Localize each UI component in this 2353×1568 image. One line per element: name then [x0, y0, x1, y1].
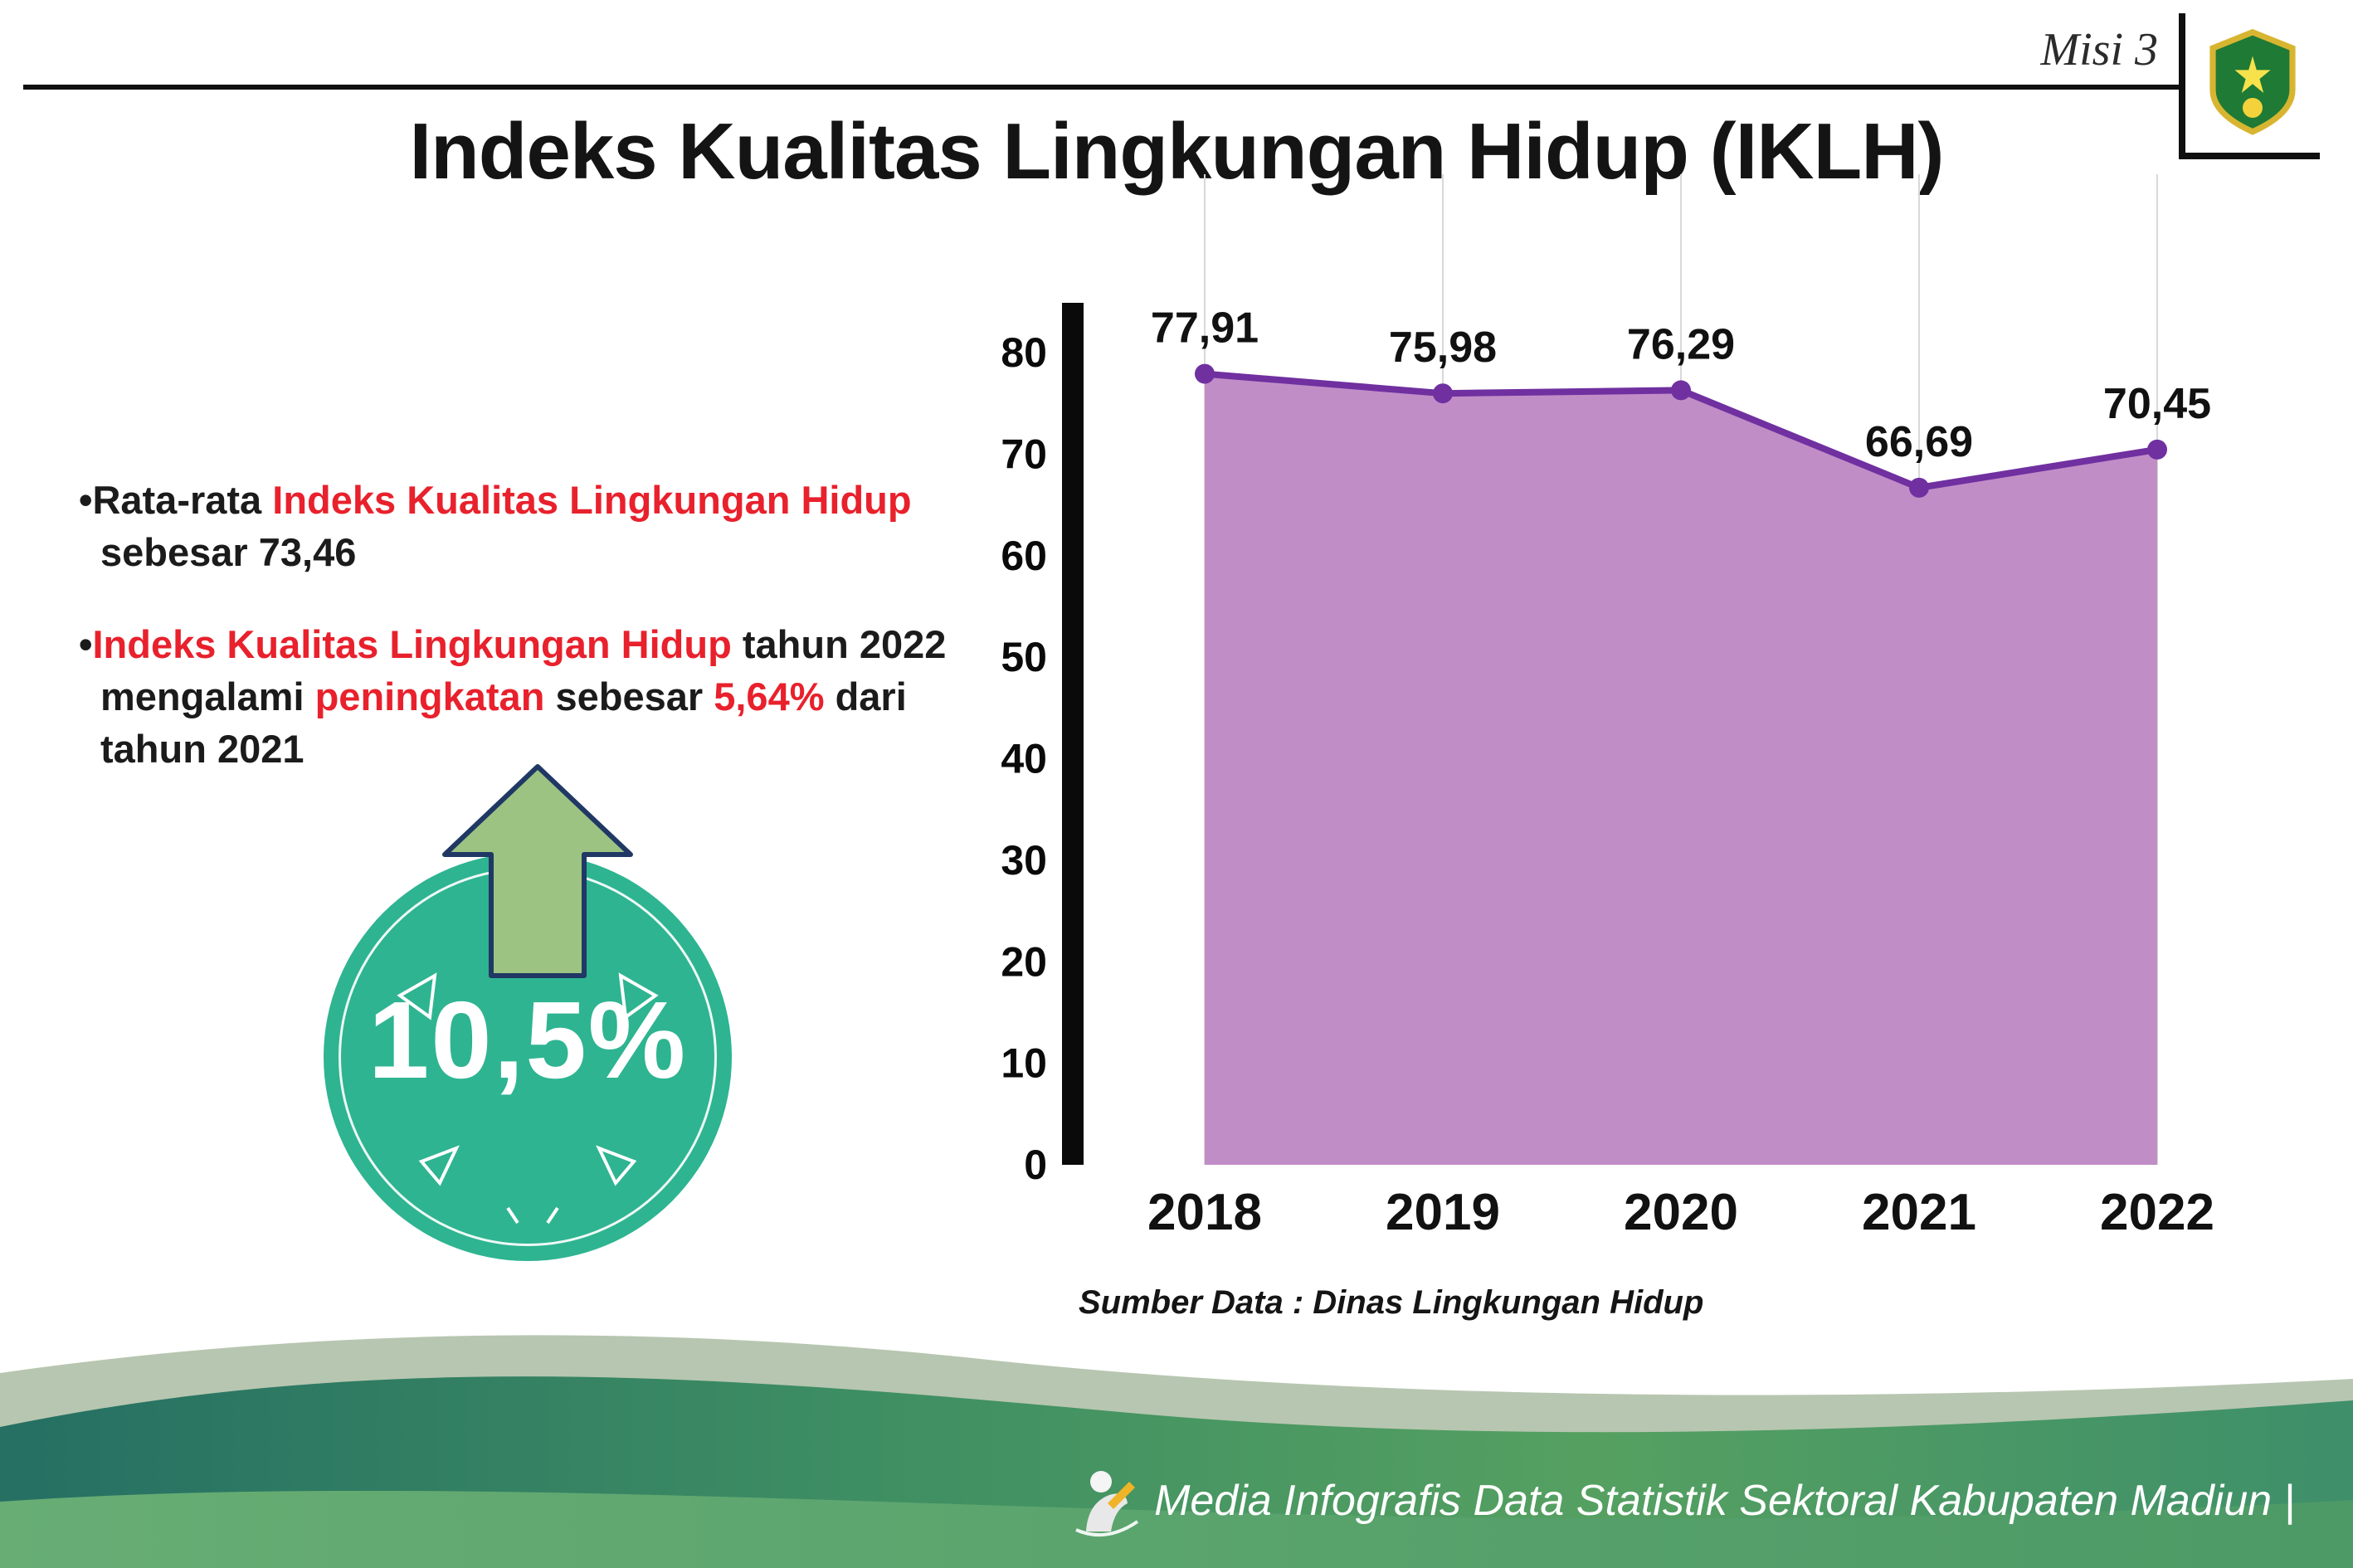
data-label: 77,91 [1151, 304, 1259, 353]
bullet2-part5: sebesar [544, 674, 714, 718]
misi-label: Misi 3 [2040, 24, 2158, 75]
bullet2-part1: • [79, 621, 93, 666]
y-tick-label: 60 [1001, 533, 1047, 579]
y-tick-label: 20 [1001, 938, 1047, 985]
y-tick-label: 80 [1001, 329, 1047, 376]
y-tick-label: 10 [1001, 1040, 1047, 1087]
iklh-area-chart: 0 10 20 30 40 50 60 70 80 77,91 75,98 76,29 66,69 70,… [1001, 174, 2214, 1241]
x-label: 2018 [1147, 1184, 1262, 1241]
x-label: 2019 [1386, 1184, 1500, 1241]
up-arrow-icon [442, 764, 633, 978]
bullet2-part7: dari tahun 2021 [100, 674, 907, 771]
data-point [1195, 363, 1215, 384]
bullet2-part6-highlight: 5,64% [714, 674, 825, 718]
bullet2-part2-highlight: Indeks Kualitas Lingkungan Hidup [92, 621, 732, 666]
data-point [1433, 383, 1453, 404]
data-point [1909, 477, 1929, 498]
y-axis-bar [1062, 303, 1084, 1165]
kabupaten-madiun-crest-icon [2209, 28, 2296, 135]
y-tick-label: 50 [1001, 634, 1047, 680]
y-tick-label: 0 [1024, 1142, 1047, 1188]
data-label: 70,45 [2103, 380, 2211, 428]
increase-badge: 10,5% [324, 762, 755, 1301]
writer-person-icon [1075, 1471, 1139, 1537]
data-label: 66,69 [1865, 418, 1973, 466]
data-point [1671, 380, 1691, 401]
page-title: Indeks Kualitas Lingkungan Hidup (IKLH) [409, 107, 1944, 196]
bullet1-part1: •Rata-rata [79, 478, 273, 522]
bullet2-part3: tahun 2022 mengalami [100, 621, 947, 718]
key-points: •Rata-rata Indeks Kualitas Lingkungan Hi… [79, 475, 991, 776]
y-tick-label: 70 [1001, 431, 1047, 477]
bullet1-part2-highlight: Indeks Kualitas Lingkungan Hidup [272, 478, 912, 522]
percentage-value: 10,5% [368, 979, 688, 1101]
x-label: 2020 [1624, 1184, 1738, 1241]
data-label: 76,29 [1627, 320, 1735, 368]
x-label: 2022 [2100, 1184, 2214, 1241]
circle-tick-marks [397, 972, 659, 1225]
bullet-average-iklh: •Rata-rata Indeks Kualitas Lingkungan Hi… [79, 475, 991, 579]
wave-lower [0, 1490, 2353, 1568]
y-tick-label: 30 [1001, 837, 1047, 884]
data-point [2147, 439, 2167, 460]
data-label: 75,98 [1389, 324, 1497, 372]
header-divider-line [23, 85, 2190, 90]
x-label: 2021 [1862, 1184, 1976, 1241]
footer-credit: Media Infografis Data Statistik Sektoral… [1071, 1463, 2295, 1538]
data-source-note: Sumber Data : Dinas Lingkungan Hidup [1079, 1284, 1704, 1321]
bullet-increase-2022: •Indeks Kualitas Lingkungan Hidup tahun … [79, 619, 991, 776]
bullet1-part3: sebesar 73,46 [100, 529, 357, 574]
footer-text: Media Infografis Data Statistik Sektoral… [1154, 1477, 2295, 1525]
kabupaten-madiun-logo [2179, 13, 2320, 159]
footer-waves [0, 1335, 2353, 1568]
bullet2-part4-highlight: peningkatan [314, 674, 545, 718]
area-shape [1205, 373, 2157, 1165]
y-tick-label: 40 [1001, 736, 1047, 782]
